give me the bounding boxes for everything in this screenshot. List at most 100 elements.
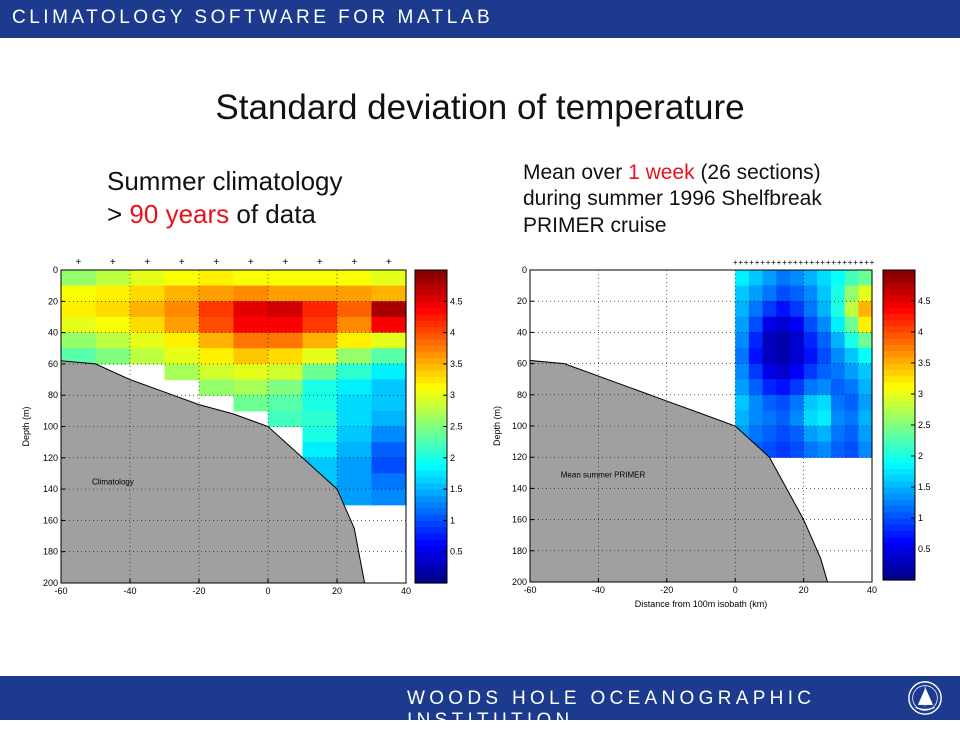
colorbar-band [883,301,915,308]
y-tick-label: 40 [517,327,527,337]
heatmap-cell [61,348,97,365]
y-tick-label: 140 [512,483,527,493]
right-caption-prefix: Mean over [523,161,629,184]
heatmap-cell [130,301,166,318]
colorbar-band [415,526,447,534]
colorbar-band [415,489,447,496]
footer-text: WOODS HOLE OCEANOGRAPHIC INSTITUTION [407,688,816,731]
heatmap-cell [337,473,373,490]
heatmap-cell [268,363,304,381]
colorbar-tick-label: 0.5 [918,544,931,554]
heatmap-cell [803,363,818,380]
heatmap-cell [130,270,166,287]
heatmap-cell [830,441,846,458]
heatmap-cell [776,348,791,365]
heatmap-cell [858,332,873,349]
heatmap-cell [776,410,791,427]
y-tick-label: 160 [512,515,527,525]
colorbar-band [883,313,915,321]
colorbar-band [883,487,915,494]
heatmap-cell [371,489,407,506]
left-caption-suffix: of data [229,198,316,229]
heatmap-cell [735,410,750,427]
colorbar-tick-label: 3 [450,390,455,400]
colorbar-band [415,338,447,346]
heatmap-cell [789,441,805,458]
station-marker: + [793,258,798,267]
heatmap-cell [858,441,873,458]
colorbar-band [415,514,447,521]
colorbar-tick-label: 4.5 [918,296,931,306]
colorbar-band [415,345,447,352]
heatmap-cell [337,301,373,318]
station-marker: + [760,258,765,267]
colorbar-band [883,549,915,556]
heatmap-cell [199,316,235,334]
colorbar-tick-label: 2.5 [450,422,463,432]
left-caption-prefix: > [107,198,130,229]
colorbar-band [883,387,915,395]
heatmap-cell [337,285,373,302]
heatmap-cell [789,270,805,287]
heatmap-cell [302,285,338,302]
left-caption-highlight: 90 years [129,198,230,229]
colorbar-tick-label: 3.5 [918,358,931,368]
heatmap-cell [371,379,407,396]
colorbar-band [415,501,447,509]
heatmap-cell [130,348,166,365]
x-tick-label: 40 [401,586,411,596]
y-tick-label: 20 [48,296,58,306]
station-marker: + [788,258,793,267]
heatmap-cell [762,394,777,411]
heatmap-cell [371,332,407,349]
heatmap-cell [844,363,859,380]
heatmap-cell [830,426,846,443]
heatmap-cell [803,410,818,427]
x-tick-label: -40 [592,585,605,595]
left-caption-line2: > 90 years of data [107,198,343,231]
colorbar-band [883,567,915,575]
colorbar-band [415,301,447,309]
colorbar-band [883,307,915,314]
heatmap-cell [858,348,873,365]
heatmap-cell [302,426,338,443]
y-tick-label: 120 [43,453,58,463]
heatmap-cell [858,363,873,380]
station-marker: + [738,258,743,267]
heatmap-cell [844,410,859,427]
heatmap-cell [830,394,846,411]
colorbar-band [883,449,915,457]
heatmap-cell [830,379,846,396]
y-tick-label: 80 [48,390,58,400]
station-marker: + [859,258,864,267]
colorbar-band [883,505,915,513]
station-marker: + [820,258,825,267]
heatmap-cell [337,410,373,428]
heatmap-cell [762,426,777,443]
heatmap-cell [762,301,777,318]
station-marker: + [110,257,116,268]
heatmap-cell [817,394,832,411]
y-tick-label: 140 [43,484,58,494]
heatmap-cell [371,457,407,475]
heatmap-cell [858,316,873,333]
x-axis-label: Distance from 100m isobath (km) [635,599,768,609]
heatmap-cell [95,285,131,302]
heatmap-cell [199,270,235,287]
left-caption-line1: Summer climatology [107,166,343,196]
colorbar-band [415,407,447,415]
heatmap-cell [130,332,166,349]
heatmap-cell [817,285,832,302]
colorbar-band [883,431,915,438]
heatmap-cell [371,473,407,490]
x-tick-label: 20 [332,586,342,596]
heatmap-cell [233,316,269,334]
heatmap-cell [748,348,764,365]
colorbar-band [415,395,447,403]
heatmap-cell [302,348,338,365]
y-axis-label: Depth (m) [492,406,502,446]
heatmap-cell [735,394,750,411]
right-caption-suffix: (26 sections) [694,161,821,184]
heatmap-cell [337,363,373,381]
colorbar-tick-label: 3.5 [450,359,463,369]
